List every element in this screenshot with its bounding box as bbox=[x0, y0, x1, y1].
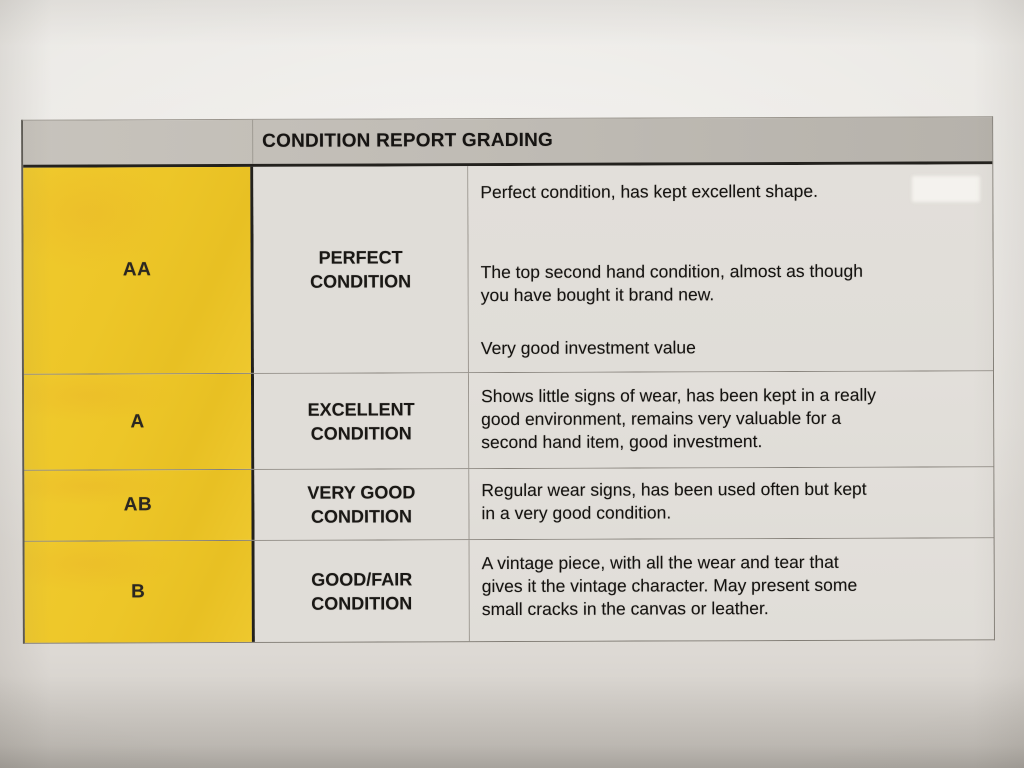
description-cell: Regular wear signs, has been used often … bbox=[469, 467, 994, 540]
grade-label: AB bbox=[123, 494, 153, 516]
condition-cell: GOOD/FAIR CONDITION bbox=[254, 540, 470, 642]
grade-cell: B bbox=[24, 540, 255, 643]
grade-cell: AB bbox=[24, 469, 255, 541]
condition-label: EXCELLENT CONDITION bbox=[307, 398, 415, 444]
grade-label: A bbox=[130, 410, 145, 432]
whiteout-patch bbox=[912, 176, 980, 202]
condition-cell: PERFECT CONDITION bbox=[253, 166, 469, 373]
table-row: B GOOD/FAIR CONDITION A vintage piece, w… bbox=[24, 537, 994, 643]
description-paragraph: A vintage piece, with all the wear and t… bbox=[481, 551, 858, 620]
grade-label: AA bbox=[122, 259, 152, 281]
grade-label: B bbox=[131, 580, 146, 602]
description-paragraph: The top second hand condition, almost as… bbox=[480, 260, 863, 306]
table-title: CONDITION REPORT GRADING bbox=[262, 129, 554, 152]
condition-cell: VERY GOOD CONDITION bbox=[254, 469, 470, 540]
condition-cell: EXCELLENT CONDITION bbox=[253, 373, 470, 469]
description-cell: Shows little signs of wear, has been kep… bbox=[468, 371, 994, 469]
grade-cell: A bbox=[23, 373, 255, 470]
description-paragraph: Perfect condition, has kept excellent sh… bbox=[480, 180, 818, 203]
description-paragraph: Regular wear signs, has been used often … bbox=[481, 478, 867, 524]
table-row: AB VERY GOOD CONDITION Regular wear sign… bbox=[24, 466, 994, 541]
table-body: AA PERFECT CONDITION Perfect condition, … bbox=[23, 164, 994, 643]
description-cell: A vintage piece, with all the wear and t… bbox=[469, 538, 994, 642]
description-paragraph: Shows little signs of wear, has been kep… bbox=[481, 384, 877, 453]
table-row: A EXCELLENT CONDITION Shows little signs… bbox=[23, 370, 994, 470]
condition-grading-table: CONDITION REPORT GRADING AA PERFECT COND… bbox=[21, 116, 995, 644]
table-header-row: CONDITION REPORT GRADING bbox=[23, 117, 993, 168]
condition-label: GOOD/FAIR CONDITION bbox=[311, 568, 413, 614]
header-spacer-cell bbox=[23, 119, 254, 165]
grade-cell: AA bbox=[23, 166, 254, 374]
condition-label: VERY GOOD CONDITION bbox=[307, 482, 416, 527]
table-row: AA PERFECT CONDITION Perfect condition, … bbox=[23, 164, 993, 374]
condition-label: PERFECT CONDITION bbox=[310, 247, 412, 292]
description-paragraph: Very good investment value bbox=[480, 337, 696, 359]
